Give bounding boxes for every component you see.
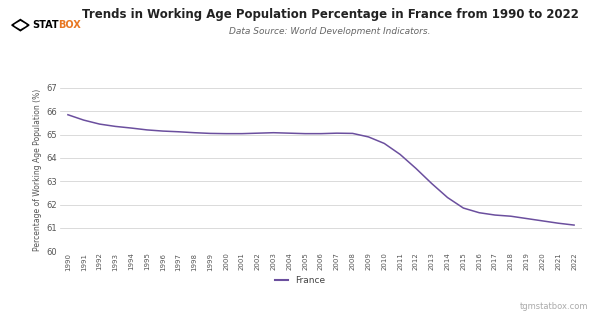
Y-axis label: Percentage of Working Age Population (%): Percentage of Working Age Population (%)	[34, 89, 43, 251]
Polygon shape	[12, 19, 29, 31]
Text: BOX: BOX	[58, 20, 80, 30]
Text: STAT: STAT	[32, 20, 59, 30]
Legend: France: France	[271, 273, 329, 289]
Polygon shape	[14, 22, 26, 29]
Text: Data Source: World Development Indicators.: Data Source: World Development Indicator…	[229, 27, 431, 36]
Text: Trends in Working Age Population Percentage in France from 1990 to 2022: Trends in Working Age Population Percent…	[82, 8, 578, 21]
Text: tgmstatbox.com: tgmstatbox.com	[520, 302, 588, 311]
